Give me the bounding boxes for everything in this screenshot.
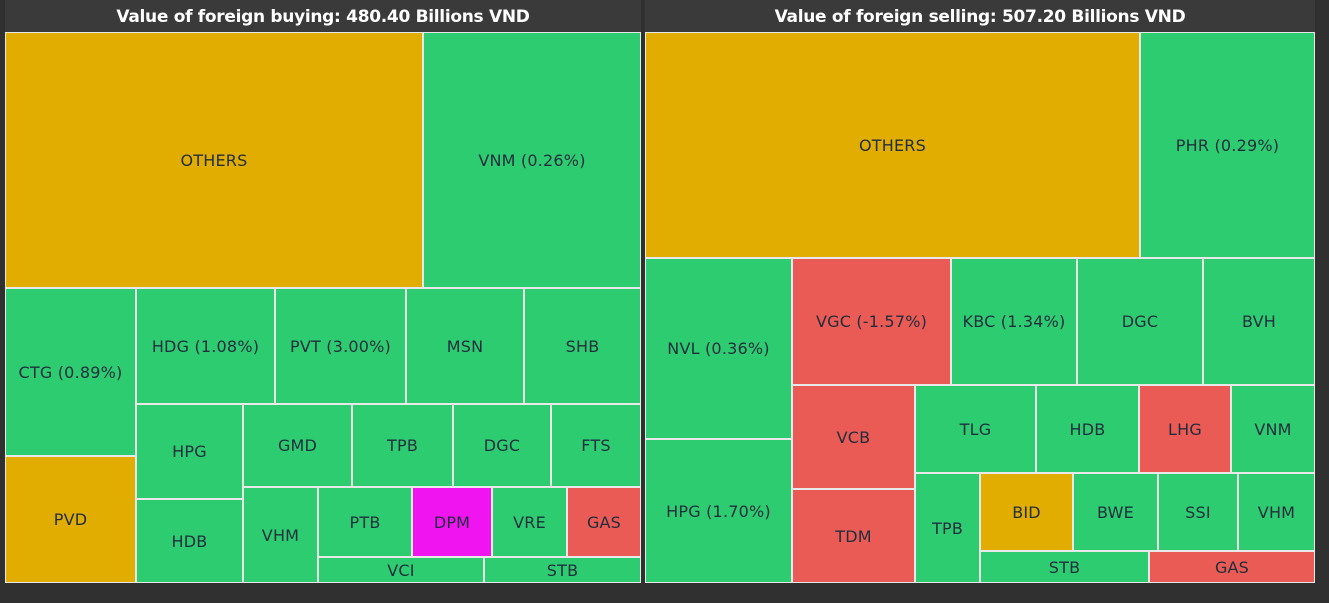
buying-cell-shb[interactable]: SHB [524, 288, 641, 404]
buying-cell-dgc[interactable]: DGC [453, 404, 551, 487]
selling-cell-vgc[interactable]: VGC (-1.57%) [792, 258, 951, 385]
buying-chart-title: Value of foreign buying: 480.40 Billions… [116, 7, 530, 27]
buying-cell-ctg[interactable]: CTG (0.89%) [5, 288, 136, 456]
buying-cell-dpm[interactable]: DPM [412, 487, 492, 557]
buying-cell-vhm[interactable]: VHM [243, 487, 318, 583]
selling-cell-others[interactable]: OTHERS [645, 32, 1140, 258]
selling-treemap: OTHERS PHR (0.29%) NVL (0.36%) HPG (1.70%) V… [645, 32, 1315, 583]
buying-cell-others[interactable]: OTHERS [5, 32, 423, 288]
selling-cell-stb[interactable]: STB [980, 551, 1149, 583]
selling-cell-lhg[interactable]: LHG [1139, 385, 1231, 473]
buying-treemap-panel: Value of foreign buying: 480.40 Billions… [5, 0, 641, 583]
buying-cell-pvt[interactable]: PVT (3.00%) [275, 288, 406, 404]
selling-cell-nvl[interactable]: NVL (0.36%) [645, 258, 792, 439]
buying-cell-hpg[interactable]: HPG [136, 404, 243, 499]
selling-cell-gas[interactable]: GAS [1149, 551, 1315, 583]
selling-cell-vnm[interactable]: VNM [1231, 385, 1315, 473]
buying-cell-fts[interactable]: FTS [551, 404, 641, 487]
selling-cell-hdb[interactable]: HDB [1036, 385, 1139, 473]
buying-cell-gmd[interactable]: GMD [243, 404, 352, 487]
buying-cell-gas[interactable]: GAS [567, 487, 641, 557]
selling-cell-phr[interactable]: PHR (0.29%) [1140, 32, 1315, 258]
buying-treemap: OTHERS VNM (0.26%) CTG (0.89%) PVD HDG (1.08… [5, 32, 641, 583]
selling-cell-kbc[interactable]: KBC (1.34%) [951, 258, 1077, 385]
buying-cell-msn[interactable]: MSN [406, 288, 524, 404]
buying-cell-hdb[interactable]: HDB [136, 499, 243, 583]
selling-cell-tpb[interactable]: TPB [915, 473, 980, 583]
buying-cell-vnm[interactable]: VNM (0.26%) [423, 32, 641, 288]
selling-cell-tlg[interactable]: TLG [915, 385, 1036, 473]
buying-cell-tpb[interactable]: TPB [352, 404, 453, 487]
selling-cell-vcb[interactable]: VCB [792, 385, 915, 489]
selling-cell-bvh[interactable]: BVH [1203, 258, 1315, 385]
selling-cell-bwe[interactable]: BWE [1073, 473, 1158, 551]
selling-cell-dgc[interactable]: DGC [1077, 258, 1203, 385]
buying-cell-pvd[interactable]: PVD [5, 456, 136, 583]
selling-cell-tdm[interactable]: TDM [792, 489, 915, 583]
selling-cell-vhm[interactable]: VHM [1238, 473, 1315, 551]
buying-cell-vci[interactable]: VCI [318, 557, 484, 583]
selling-chart-title: Value of foreign selling: 507.20 Billion… [774, 7, 1186, 27]
buying-cell-hdg[interactable]: HDG (1.08%) [136, 288, 275, 404]
buying-cell-vre[interactable]: VRE [492, 487, 567, 557]
selling-treemap-panel: Value of foreign selling: 507.20 Billion… [645, 0, 1315, 583]
buying-cell-stb[interactable]: STB [484, 557, 641, 583]
selling-cell-bid[interactable]: BID [980, 473, 1073, 551]
selling-cell-hpg[interactable]: HPG (1.70%) [645, 439, 792, 583]
selling-cell-ssi[interactable]: SSI [1158, 473, 1238, 551]
buying-cell-ptb[interactable]: PTB [318, 487, 412, 557]
